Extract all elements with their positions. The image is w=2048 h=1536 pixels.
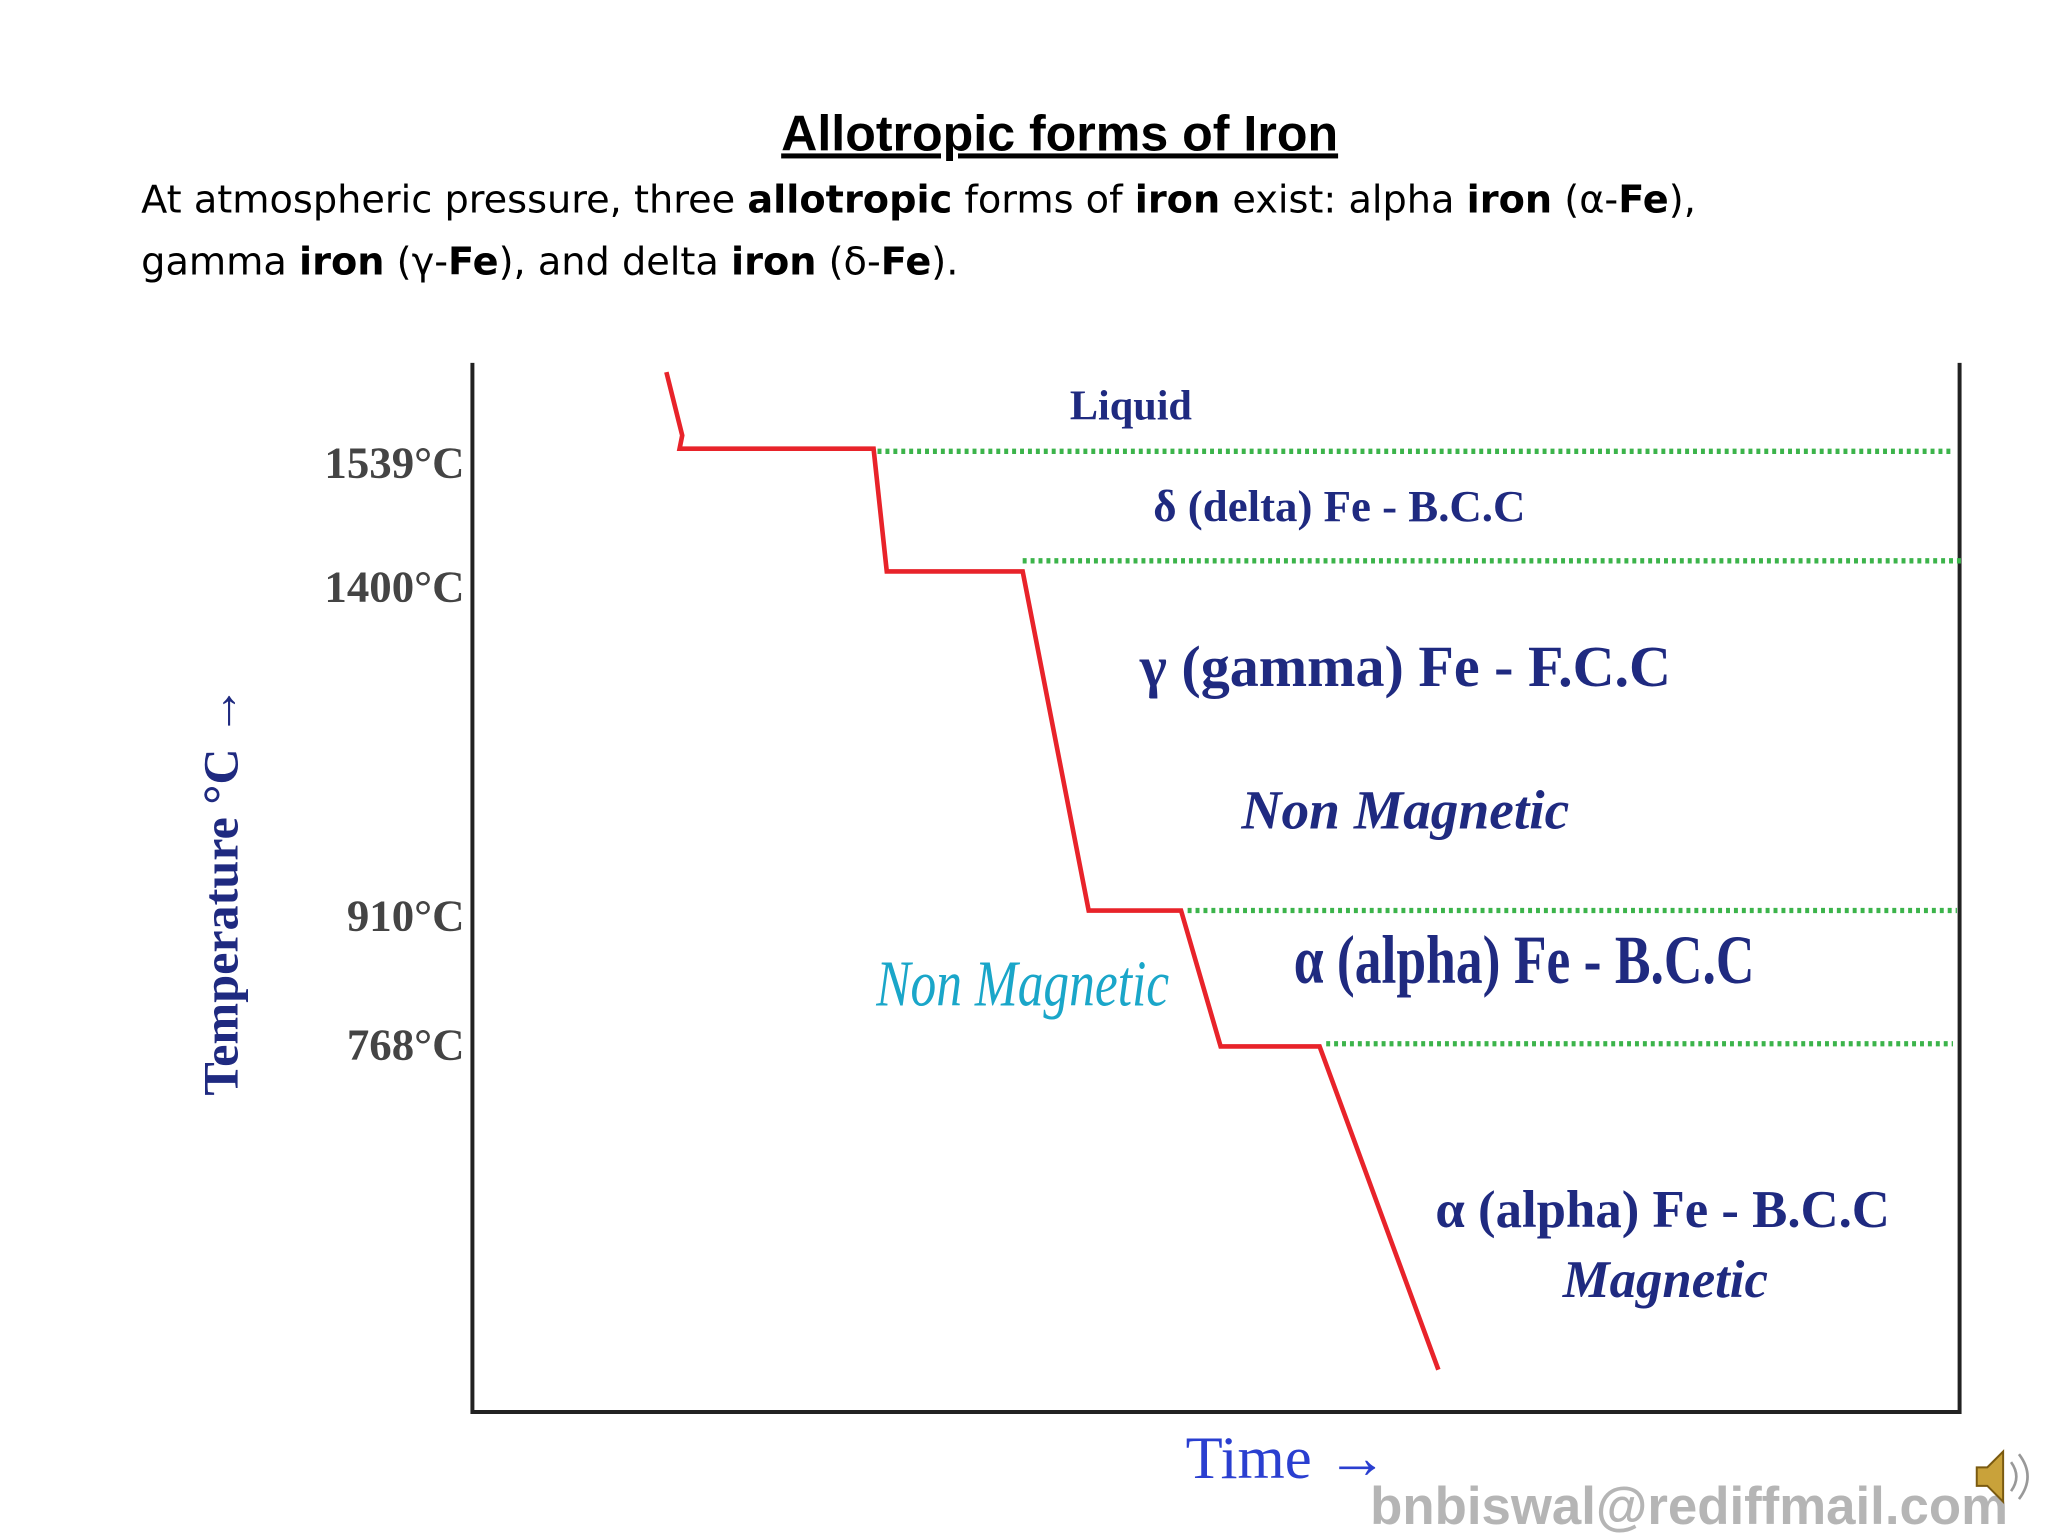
- intro-run: gamma: [141, 239, 299, 284]
- region-label: α (alpha) Fe - B.C.C: [1294, 923, 1755, 999]
- cooling-curve: [664, 371, 1441, 1371]
- sound-waves: [2009, 1453, 2029, 1500]
- intro-run: ),: [1669, 177, 1696, 222]
- intro-run: iron: [299, 239, 384, 284]
- speaker[interactable]: [1975, 1449, 2005, 1505]
- intro-run: allotropic: [747, 177, 952, 222]
- temperature-label: 1539°C: [324, 438, 464, 488]
- region-label: γ (gamma) Fe - F.C.C: [1139, 634, 1671, 699]
- region-label: α (alpha) Fe - B.C.C: [1435, 1181, 1890, 1239]
- intro-line: gamma iron (γ-Fe), and delta iron (δ-Fe)…: [141, 239, 958, 284]
- intro-run: ), and delta: [499, 239, 731, 284]
- watermark: bnbiswal@rediffmail.com: [1370, 1477, 2008, 1536]
- region-label: Magnetic: [1562, 1251, 1768, 1309]
- temperature-label: 768°C: [347, 1020, 465, 1070]
- intro-run: (δ-: [816, 239, 880, 284]
- region-label: Non Magnetic: [1240, 780, 1569, 841]
- temperature-label: 1400°C: [324, 562, 464, 612]
- region-label: δ (delta) Fe - B.C.C: [1153, 481, 1525, 531]
- intro-run: forms of: [952, 177, 1134, 222]
- intro-run: (γ-: [385, 239, 449, 284]
- intro-run: (α-: [1552, 177, 1618, 222]
- intro-run: iron: [1135, 177, 1220, 222]
- y-axis-label: Temperature °C →: [193, 686, 249, 1096]
- intro-run: iron: [1467, 177, 1552, 222]
- region-label: Non Magnetic: [875, 946, 1169, 1020]
- temperature-label: 910°C: [347, 890, 465, 940]
- intro-run: Fe: [448, 239, 499, 284]
- speaker-icon[interactable]: [1975, 1449, 2029, 1505]
- phase-lines: [877, 448, 1964, 1047]
- slide-title: Allotropic forms of Iron: [781, 105, 1338, 161]
- intro-run: At atmospheric pressure, three: [141, 177, 747, 222]
- diagram: 1539°C 1400°C 910°C 768°C Liquid δ (delta) F…: [193, 362, 1964, 1492]
- axes: [470, 362, 1962, 1414]
- x-axis-label: Time →: [1186, 1425, 1388, 1492]
- intro-run: Fe: [881, 239, 932, 284]
- intro-run: iron: [731, 239, 816, 284]
- intro-run: ).: [931, 239, 958, 284]
- region-label: Liquid: [1070, 383, 1192, 430]
- intro-run: Fe: [1618, 177, 1669, 222]
- intro-run: exist: alpha: [1220, 177, 1466, 222]
- intro-line: At atmospheric pressure, three allotropi…: [141, 177, 1696, 222]
